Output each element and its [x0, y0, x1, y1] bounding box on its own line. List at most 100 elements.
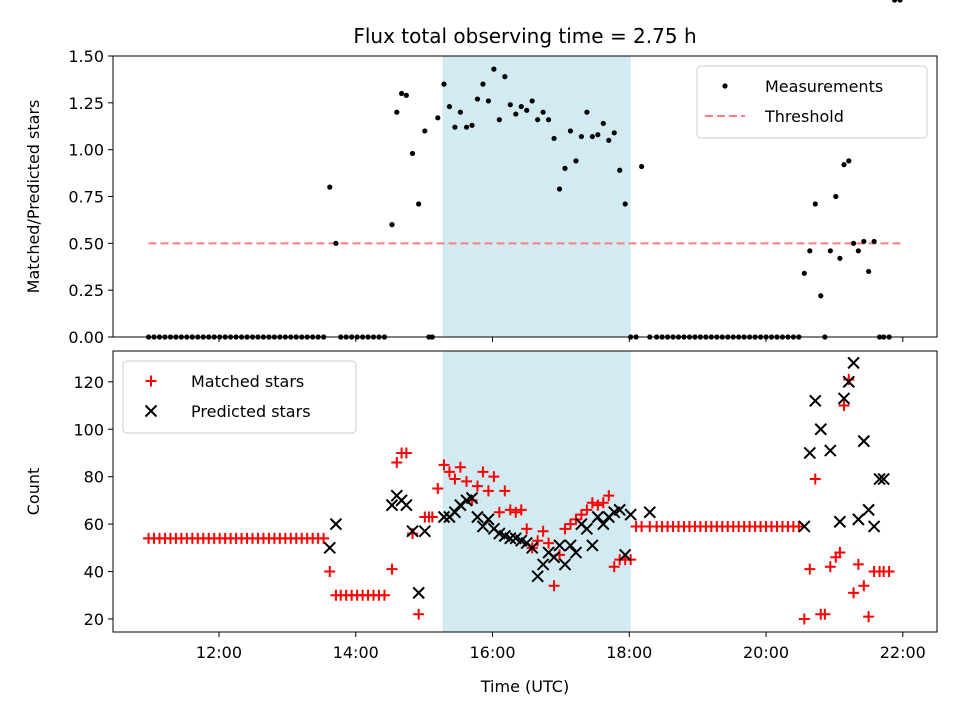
counts-point	[488, 471, 500, 483]
counts-point	[862, 503, 875, 517]
counts-point	[493, 506, 505, 518]
counts-y-tick-label: 60	[84, 515, 104, 534]
counts-point	[848, 587, 860, 599]
counts-point	[391, 456, 403, 468]
ratio-point	[584, 109, 590, 115]
counts-point	[413, 608, 425, 620]
counts-point	[824, 444, 837, 457]
ratio-point	[422, 128, 428, 134]
counts-point	[525, 541, 539, 555]
counts-point	[449, 473, 461, 485]
counts-point	[558, 558, 572, 571]
counts-legend-marker	[144, 404, 158, 418]
counts-point	[543, 537, 555, 549]
counts-point	[400, 447, 412, 459]
counts-point	[454, 461, 466, 473]
ratio-point	[846, 158, 852, 164]
ratio-point	[452, 124, 458, 130]
ratio-point	[524, 107, 530, 113]
counts-point	[432, 483, 444, 495]
counts-point	[324, 566, 336, 578]
x-tick-label: 22:00	[880, 643, 926, 662]
counts-point	[643, 506, 657, 519]
counts-point	[510, 506, 522, 518]
ratio-legend-marker	[722, 83, 728, 89]
x-tick-label: 20:00	[743, 643, 789, 662]
counts-point	[603, 490, 615, 502]
counts-point	[548, 580, 560, 592]
ratio-point	[540, 109, 546, 115]
counts-point	[575, 509, 587, 521]
x-tick-label: 16:00	[469, 643, 515, 662]
counts-point	[867, 520, 881, 533]
counts-y-tick-label: 20	[84, 610, 104, 629]
counts-frame	[112, 350, 938, 633]
counts-legend-label: Matched stars	[191, 372, 304, 391]
ratio-shaded-span	[442, 56, 631, 337]
ratio-legend-box	[696, 65, 928, 139]
ratio-point	[435, 115, 441, 121]
counts-series-0	[143, 374, 895, 625]
ratio-point	[807, 248, 813, 254]
counts-point	[499, 485, 511, 497]
ratio-point	[535, 117, 541, 123]
ratio-point	[327, 184, 333, 190]
ratio-point	[855, 248, 861, 254]
counts-point	[834, 547, 846, 559]
counts-point	[323, 541, 336, 555]
x-tick-label: 18:00	[606, 643, 652, 662]
ratio-point	[617, 167, 623, 173]
ratio-point	[398, 90, 405, 97]
counts-series-1	[323, 356, 890, 600]
counts-point	[793, 520, 805, 532]
counts-point	[471, 480, 483, 492]
counts-point	[858, 580, 870, 592]
ratio-point	[638, 163, 645, 170]
counts-point	[852, 558, 864, 570]
counts-point	[618, 548, 632, 562]
counts-point	[406, 525, 419, 538]
ratio-legend-label: Measurements	[765, 77, 883, 96]
counts-point	[418, 525, 432, 538]
ratio-point	[812, 201, 818, 207]
counts-point	[407, 528, 419, 540]
ratio-point	[850, 240, 857, 246]
ratio-point	[866, 268, 872, 275]
counts-point	[798, 520, 811, 533]
ratio-y-tick-label: 0.25	[68, 281, 104, 300]
ratio-point	[491, 66, 497, 72]
counts-point	[443, 466, 455, 478]
ratio-point	[562, 165, 568, 171]
counts-point	[564, 539, 577, 552]
ratio-point	[480, 81, 486, 87]
ratio-point	[513, 111, 519, 117]
ratio-point	[507, 102, 513, 108]
counts-point	[586, 539, 599, 552]
counts-point	[857, 434, 871, 448]
counts-point	[329, 517, 343, 531]
counts-point	[804, 563, 816, 575]
counts-point	[564, 518, 576, 530]
ratio-point	[403, 92, 409, 98]
ratio-point	[409, 150, 416, 157]
counts-y-tick-label: 40	[84, 563, 104, 582]
counts-point	[883, 566, 895, 578]
counts-y-tick-label: 100	[73, 420, 104, 439]
counts-point	[877, 472, 890, 486]
counts-point	[847, 356, 860, 370]
counts-shaded-span	[442, 351, 631, 632]
counts-point	[569, 546, 583, 559]
counts-point	[591, 510, 605, 524]
ratio-y-tick-label: 0.50	[68, 234, 104, 253]
ratio-point	[622, 201, 628, 207]
ratio-point	[833, 193, 839, 200]
counts-point	[412, 586, 425, 600]
counts-point	[586, 497, 598, 509]
ratio-y-axis-label: Matched/Predicted stars	[24, 100, 43, 294]
counts-point	[597, 517, 610, 531]
counts-point	[824, 561, 836, 573]
counts-point	[465, 491, 479, 505]
counts-point	[437, 510, 451, 524]
ratio-point	[871, 238, 877, 245]
ratio-point	[611, 130, 617, 136]
